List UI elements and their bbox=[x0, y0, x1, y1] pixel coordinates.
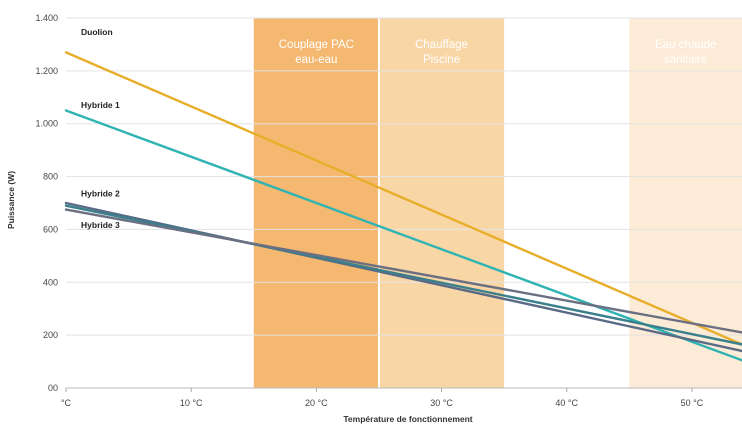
y-tick-label-4: 800 bbox=[43, 172, 58, 182]
x-axis-title: Température de fonctionnement bbox=[343, 414, 472, 424]
x-tick-label-1: 10 °C bbox=[180, 398, 203, 408]
y-tick-label-3: 600 bbox=[43, 224, 58, 234]
x-tick-label-3: 30 °C bbox=[430, 398, 453, 408]
zone-label-2-0: Eau chaude bbox=[655, 39, 716, 51]
series-line-1 bbox=[64, 109, 742, 362]
zone-label-1-0: Chauffage bbox=[415, 39, 468, 51]
axes: 00 200 400 600 800 1.000 1.200 1.400 °C 10 °C 20 °… bbox=[35, 13, 742, 408]
y-axis-title: Puissance (W) bbox=[6, 171, 16, 229]
x-tick-label-2: 20 °C bbox=[305, 398, 328, 408]
y-tick-label-7: 1.400 bbox=[35, 13, 58, 23]
series-line-4 bbox=[64, 208, 742, 334]
x-tick-label-0: °C bbox=[61, 398, 72, 408]
zone-label-1-1: Piscine bbox=[423, 54, 460, 66]
x-tick-label-5: 50 °C bbox=[681, 398, 704, 408]
series-label-2: Hybride 2 bbox=[81, 188, 120, 198]
y-tick-label-1: 200 bbox=[43, 330, 58, 340]
y-tick-label-2: 400 bbox=[43, 277, 58, 287]
series-label-0: Duolion bbox=[81, 27, 113, 37]
zone-label-2-1: sanitaire bbox=[664, 54, 707, 66]
series-line-3 bbox=[64, 204, 742, 346]
zone-label-0-1: eau-eau bbox=[295, 54, 337, 66]
y-tick-label-0: 00 bbox=[48, 383, 58, 393]
x-tick-label-4: 40 °C bbox=[555, 398, 578, 408]
zone-label-0-0: Couplage PAC bbox=[279, 39, 354, 51]
y-tick-label-6: 1.200 bbox=[35, 66, 58, 76]
series-label-4: Hybride 3 bbox=[81, 220, 120, 230]
series-lines: Duolion Hybride 1 Hybride 2 Hybride 3 bbox=[64, 27, 742, 362]
series-label-1: Hybride 1 bbox=[81, 100, 120, 110]
zone-band-1 bbox=[378, 18, 505, 388]
y-tick-label-5: 1.000 bbox=[35, 119, 58, 129]
series-line-0 bbox=[64, 51, 742, 346]
